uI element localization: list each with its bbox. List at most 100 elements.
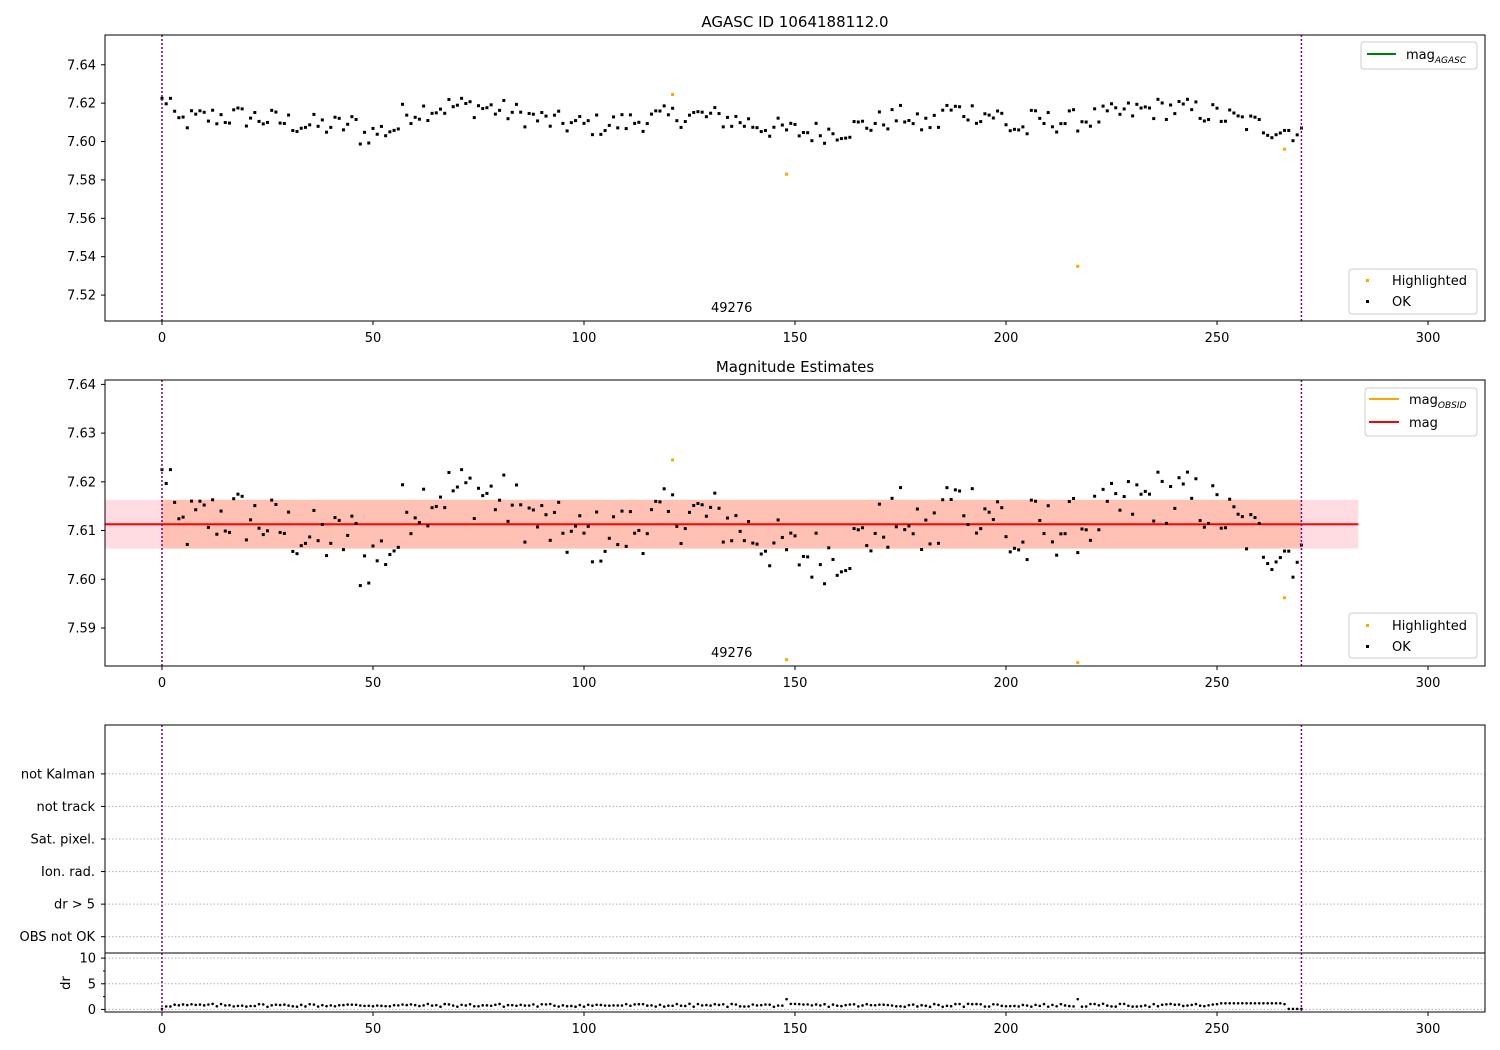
dr-point — [802, 1003, 805, 1006]
dr-point — [700, 1004, 704, 1007]
ok-point — [1295, 560, 1299, 564]
ok-point — [367, 581, 371, 585]
highlighted-point — [1076, 661, 1080, 665]
ok-point — [1245, 547, 1249, 551]
ok-point — [1135, 102, 1139, 106]
ok-point — [206, 525, 210, 529]
ok-point — [1122, 495, 1126, 499]
dr-point — [1055, 1004, 1058, 1008]
dr-point — [392, 1003, 396, 1007]
dr-point — [245, 1005, 248, 1008]
ok-point — [1088, 124, 1092, 128]
ok-point — [206, 119, 210, 123]
flag-label: not Kalman — [21, 767, 95, 782]
dr-point — [1051, 1003, 1054, 1007]
dr-point — [1173, 1003, 1177, 1006]
ok-point — [1029, 108, 1033, 112]
ok-point — [936, 541, 940, 545]
ok-point — [873, 531, 877, 535]
dr-point — [743, 1005, 746, 1008]
ok-point — [358, 142, 362, 146]
ok-point — [806, 131, 810, 135]
ok-point — [671, 493, 675, 497]
dr-point — [434, 1003, 438, 1007]
ok-point — [616, 126, 620, 130]
dr-point — [1236, 1001, 1240, 1005]
agasc-highlighted-points — [671, 93, 1287, 268]
ok-point — [1093, 107, 1097, 111]
ok-point — [502, 473, 506, 477]
ok-point — [1084, 528, 1088, 532]
ok-point — [1021, 125, 1025, 129]
ok-point — [1063, 532, 1067, 536]
dr-point — [1046, 1005, 1050, 1008]
ok-point — [827, 546, 831, 550]
dr-point — [1219, 1001, 1223, 1005]
ok-point — [375, 559, 379, 563]
ok-point — [240, 494, 244, 498]
ok-point — [1076, 129, 1080, 133]
ok-point — [354, 521, 358, 525]
flag-label: OBS not OK — [20, 930, 96, 945]
agasc-x-ticks: 0 50 100 150 200 250 300 — [158, 321, 1440, 346]
dr-point — [721, 1002, 725, 1006]
dr-point — [325, 1004, 328, 1008]
ok-point — [1088, 538, 1092, 542]
dr-point — [321, 1003, 324, 1007]
flag-label: not track — [36, 800, 95, 815]
ok-point — [413, 115, 417, 119]
ok-point — [1232, 111, 1236, 115]
dr-point — [595, 1003, 598, 1007]
dr-point — [1186, 1004, 1189, 1007]
dr-point — [422, 1004, 425, 1007]
ok-point — [1253, 115, 1257, 119]
ok-point — [244, 124, 248, 128]
ok-point — [1164, 521, 1168, 525]
dr-point — [1093, 1002, 1096, 1006]
ok-point — [852, 527, 856, 531]
ok-point — [514, 102, 518, 106]
ok-point — [1000, 111, 1004, 115]
dr-axis-label: dr — [59, 976, 74, 990]
dr-point — [375, 1004, 379, 1007]
ok-point — [552, 510, 556, 514]
ok-point — [257, 119, 261, 123]
dr-point — [464, 1004, 468, 1007]
dr-point — [291, 1004, 295, 1008]
ok-point — [569, 121, 573, 125]
ok-point — [493, 508, 497, 512]
ok-point — [603, 549, 607, 553]
ok-point — [1000, 506, 1004, 510]
estimates-obsid-label: 49276 — [711, 646, 752, 661]
dr-point — [911, 1003, 915, 1006]
ok-point — [1278, 131, 1282, 135]
ok-point — [1004, 123, 1008, 127]
ok-point — [1059, 122, 1063, 126]
dr-point — [232, 1005, 236, 1008]
ok-point — [747, 117, 751, 121]
ok-point — [447, 97, 451, 101]
dr-point — [903, 1005, 907, 1009]
dr-point — [683, 1004, 687, 1008]
x-tick-label: 0 — [158, 1022, 166, 1037]
dr-point — [789, 1002, 793, 1006]
dr-point — [671, 1004, 674, 1008]
ok-point — [350, 514, 354, 518]
dr-point — [1135, 1005, 1139, 1008]
ok-point — [265, 120, 269, 124]
dr-point — [371, 1004, 375, 1008]
legend-mag-label: mag — [1409, 416, 1438, 431]
ok-point — [270, 498, 274, 502]
ok-point — [481, 494, 485, 498]
ok-point — [257, 526, 261, 530]
highlighted-point — [1283, 596, 1287, 600]
ok-point — [1291, 139, 1295, 143]
ok-point — [1185, 97, 1189, 101]
dr-point — [819, 1004, 822, 1007]
ok-point — [692, 503, 696, 507]
dr-point — [1245, 1001, 1248, 1005]
ok-point — [451, 105, 455, 109]
x-tick-label: 50 — [365, 676, 382, 691]
ok-point — [261, 533, 265, 537]
ok-point — [544, 513, 548, 517]
